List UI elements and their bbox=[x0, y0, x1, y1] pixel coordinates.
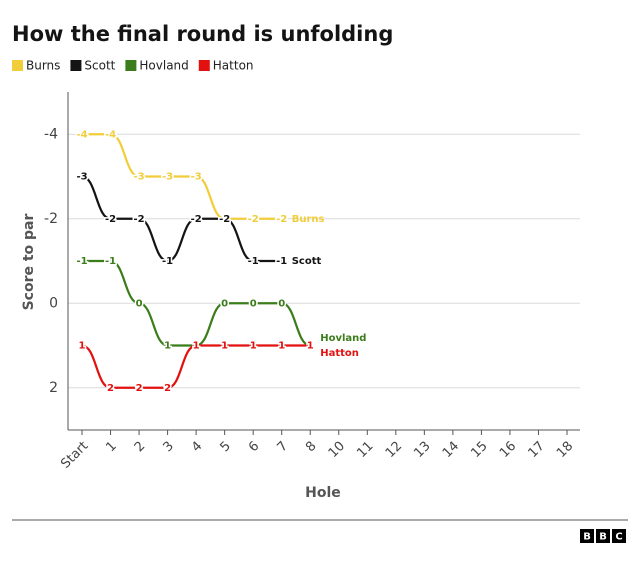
legend-label: Scott bbox=[84, 59, 115, 73]
x-tick-label: 13 bbox=[411, 439, 433, 461]
logo-letter: B bbox=[599, 532, 607, 543]
data-label: 2 bbox=[136, 383, 143, 394]
data-label: -2 bbox=[134, 214, 145, 225]
data-label: 1 bbox=[193, 341, 200, 352]
data-label: -3 bbox=[134, 172, 145, 183]
x-tick-label: 7 bbox=[275, 439, 291, 455]
data-label: 1 bbox=[79, 341, 86, 352]
y-tick-label: -4 bbox=[44, 126, 58, 142]
x-tick-label: 14 bbox=[440, 439, 462, 461]
x-tick-label: 11 bbox=[354, 439, 376, 461]
data-label: 2 bbox=[107, 383, 114, 394]
data-label: -3 bbox=[191, 172, 202, 183]
x-tick-label: 17 bbox=[525, 439, 547, 461]
y-axis-label: Score to par bbox=[21, 213, 37, 310]
data-label: -1 bbox=[162, 256, 173, 267]
data-label: -4 bbox=[105, 129, 116, 140]
data-label: -2 bbox=[276, 214, 287, 225]
data-label: 1 bbox=[164, 341, 171, 352]
series-line bbox=[82, 133, 282, 220]
data-label: 2 bbox=[164, 383, 171, 394]
logo-box bbox=[580, 529, 594, 543]
x-axis-label: Hole bbox=[305, 485, 341, 501]
x-tick-label: 16 bbox=[497, 439, 519, 461]
series-end-label: Hovland bbox=[320, 333, 366, 344]
data-label: -2 bbox=[105, 214, 116, 225]
data-label: 1 bbox=[250, 341, 257, 352]
series-line bbox=[81, 175, 282, 263]
data-label: -1 bbox=[105, 256, 116, 267]
logo-letter: B bbox=[583, 532, 591, 543]
legend-label: Hovland bbox=[139, 59, 188, 73]
logo-letter: C bbox=[615, 532, 622, 543]
data-label: 0 bbox=[221, 298, 228, 309]
data-label: -3 bbox=[76, 172, 87, 183]
series-end-label: Hatton bbox=[320, 348, 359, 359]
data-label: -2 bbox=[248, 214, 259, 225]
data-label: 1 bbox=[307, 341, 314, 352]
x-tick-label: 18 bbox=[554, 439, 576, 461]
x-tick-label: 4 bbox=[189, 439, 205, 455]
series-end-label: Burns bbox=[292, 214, 325, 225]
data-label: 0 bbox=[250, 298, 257, 309]
y-tick-label: -2 bbox=[44, 211, 58, 227]
data-label: -2 bbox=[191, 214, 202, 225]
data-label: 1 bbox=[307, 341, 314, 352]
series-end-label: Scott bbox=[292, 256, 322, 267]
data-label: -4 bbox=[76, 129, 87, 140]
x-tick-label: 12 bbox=[383, 439, 405, 461]
data-label: -2 bbox=[219, 214, 230, 225]
x-tick-label: Start bbox=[58, 439, 91, 472]
x-tick-label: 2 bbox=[132, 439, 148, 455]
x-tick-label: 3 bbox=[160, 439, 176, 455]
legend-label: Hatton bbox=[213, 59, 254, 73]
legend-swatch bbox=[70, 60, 82, 71]
data-label: -3 bbox=[162, 172, 173, 183]
legend-label: Burns bbox=[26, 59, 60, 73]
legend-swatch bbox=[198, 60, 210, 71]
x-tick-label: 10 bbox=[326, 439, 348, 461]
data-label: 0 bbox=[278, 298, 285, 309]
data-label: -1 bbox=[248, 256, 259, 267]
data-label: -1 bbox=[76, 256, 87, 267]
logo-box bbox=[612, 529, 626, 543]
data-label: 1 bbox=[221, 341, 228, 352]
x-tick-label: 8 bbox=[303, 439, 319, 455]
data-label: 0 bbox=[136, 298, 143, 309]
logo-box bbox=[596, 529, 610, 543]
x-tick-label: 6 bbox=[246, 439, 262, 455]
chart-title: How the final round is unfolding bbox=[12, 22, 393, 46]
y-tick-label: 0 bbox=[49, 295, 58, 311]
data-label: -2 bbox=[219, 214, 230, 225]
data-label: 1 bbox=[278, 341, 285, 352]
legend-swatch bbox=[125, 60, 137, 71]
x-tick-label: 1 bbox=[103, 439, 119, 455]
legend-swatch bbox=[12, 60, 23, 71]
y-tick-label: 2 bbox=[49, 380, 58, 396]
data-label: 1 bbox=[193, 341, 200, 352]
x-tick-label: 15 bbox=[468, 439, 490, 461]
data-label: -1 bbox=[276, 256, 287, 267]
series-line bbox=[81, 344, 311, 389]
x-tick-label: 5 bbox=[217, 439, 233, 455]
